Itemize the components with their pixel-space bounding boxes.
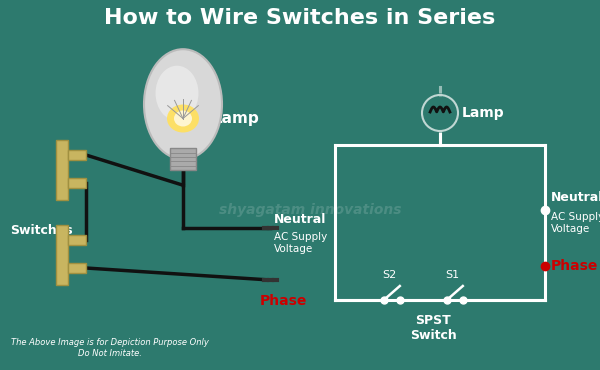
Text: How to Wire Switches in Series: How to Wire Switches in Series [104,8,496,28]
Ellipse shape [155,66,199,121]
Text: AC Supply
Voltage: AC Supply Voltage [551,212,600,234]
Text: shyagatam innovations: shyagatam innovations [219,203,401,217]
Text: Switches: Switches [10,223,73,236]
Text: Neutral: Neutral [551,191,600,204]
Text: AC Supply
Voltage: AC Supply Voltage [274,232,327,253]
Bar [68,150,86,160]
Bar [56,140,68,200]
Text: SPST
Switch: SPST Switch [410,314,457,342]
Text: S2: S2 [383,270,397,280]
Text: Phase: Phase [260,294,307,308]
Bar [56,225,68,285]
Bar [68,178,86,188]
Text: Lamp: Lamp [462,106,505,120]
Ellipse shape [174,111,192,127]
Text: Phase: Phase [551,259,598,273]
Bar [68,263,86,273]
Text: The Above Image is for Depiction Purpose Only
Do Not Imitate.: The Above Image is for Depiction Purpose… [11,338,209,358]
Text: Neutral: Neutral [274,213,326,226]
Bar [68,235,86,245]
Text: Lamp: Lamp [213,111,260,126]
Ellipse shape [167,104,199,132]
Bar [170,148,196,170]
Text: S1: S1 [446,270,460,280]
Ellipse shape [144,49,222,159]
